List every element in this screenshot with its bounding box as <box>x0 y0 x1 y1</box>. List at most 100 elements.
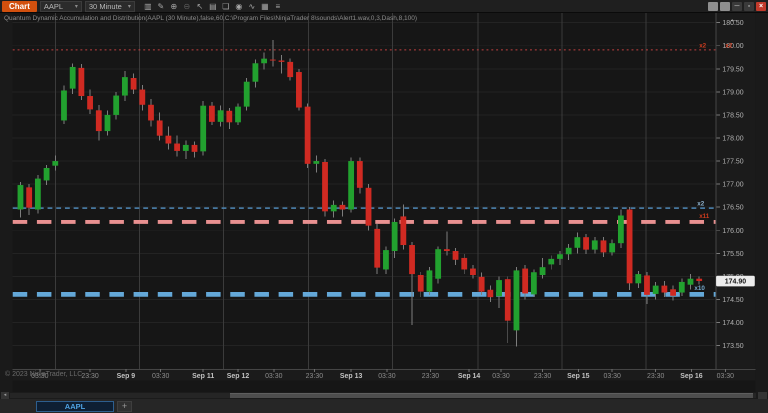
scrollbar-left-arrow-icon[interactable]: ◂ <box>1 392 9 399</box>
candle-body <box>261 58 268 64</box>
accumulation-zone-line-label: x10 <box>694 285 705 292</box>
candle-body <box>113 95 120 115</box>
window-controls: ─ ▫ × <box>708 1 766 11</box>
candle-body <box>470 268 476 276</box>
maximize-button[interactable]: ▫ <box>744 1 754 11</box>
close-button[interactable]: × <box>756 1 766 11</box>
candle-body <box>687 278 694 285</box>
candle-body <box>243 81 250 107</box>
candle-body <box>165 135 172 144</box>
candle-body <box>43 167 50 181</box>
candle-body <box>139 89 146 105</box>
instrument-selector[interactable]: AAPL ▾ <box>39 0 82 12</box>
candle-body <box>365 187 372 226</box>
candle-body <box>383 250 389 270</box>
zoom-in-icon[interactable]: ⊕ <box>170 1 178 11</box>
interval-link-button[interactable] <box>720 1 730 11</box>
candle-body <box>235 106 241 123</box>
time-tick-label: Sep 14 <box>458 373 481 380</box>
candle-body <box>34 178 41 210</box>
time-tick-label: Sep 15 <box>567 373 590 380</box>
candle-body <box>95 110 102 132</box>
price-tick-label: 176.00 <box>722 228 743 235</box>
candle-body <box>252 63 259 82</box>
candle-body <box>226 110 233 123</box>
add-tab-button[interactable]: + <box>117 400 132 412</box>
zoom-out-icon[interactable]: ⊖ <box>183 1 191 11</box>
candle-body <box>348 161 355 210</box>
chart-trader-collapse-arrow-icon[interactable]: ← <box>729 14 739 25</box>
candle-body <box>496 280 502 297</box>
scrollbar-right-button[interactable] <box>758 392 767 399</box>
candle-body <box>548 258 555 265</box>
candle-body <box>600 240 607 253</box>
candle-body <box>304 106 311 164</box>
interval-selector[interactable]: 30 Minute ▾ <box>84 0 135 12</box>
price-tick-label: 179.50 <box>722 66 743 73</box>
chart-area[interactable]: 180.50 180.00 179.50 179.00 178.50 178.00 177.… <box>0 13 768 392</box>
candle-body <box>539 267 546 276</box>
candle-body <box>52 161 59 166</box>
candle-body <box>217 110 224 122</box>
price-tick-label: 177.50 <box>722 159 743 166</box>
time-axis-background <box>12 368 756 381</box>
indicator-label: Quantum Dynamic Accumulation and Distrib… <box>4 15 418 22</box>
candle-body <box>635 274 642 284</box>
snapshot-icon[interactable]: ◉ <box>235 1 243 11</box>
time-tick-label: 03:30 <box>378 373 396 380</box>
data-series-icon[interactable]: ▥ <box>144 1 152 11</box>
toolbar-icons: ▥ ✎ ⊕ ⊖ ↖ ▤ ❏ ◉ ∿ ▦ ≡ <box>142 1 284 12</box>
candle-body <box>87 96 93 110</box>
chart-canvas[interactable]: 180.50 180.00 179.50 179.00 178.50 178.00 177.… <box>0 13 768 392</box>
candle-body <box>148 104 154 121</box>
candle-body <box>696 278 703 282</box>
chart-trader-icon[interactable]: ❏ <box>222 1 230 11</box>
candle-body <box>339 204 346 210</box>
alert-line-upper-label: x2 <box>699 42 706 49</box>
tab-bar: AAPL + <box>0 399 768 413</box>
candle-body <box>191 144 198 152</box>
price-tick-label: 174.50 <box>722 297 743 304</box>
candle-body <box>121 77 128 96</box>
candle-body <box>461 257 468 270</box>
time-tick-label: 03:30 <box>31 373 49 380</box>
instrument-link-button[interactable] <box>708 1 718 11</box>
candle-body <box>591 240 598 250</box>
scrollbar-thumb[interactable] <box>230 393 753 398</box>
candle-body <box>617 215 624 244</box>
time-tick-label: 23:30 <box>306 373 324 380</box>
candle-body <box>78 67 85 97</box>
tab-aapl[interactable]: AAPL <box>36 400 114 412</box>
candle-body <box>487 289 494 298</box>
candle-body <box>670 289 676 296</box>
ninjatrader-watermark: © 2023 NinjaTrader, LLC <box>5 371 83 378</box>
candle-body <box>443 249 450 252</box>
price-tick-label: 176.50 <box>722 205 743 212</box>
properties-icon[interactable]: ≡ <box>275 1 281 11</box>
candle-body <box>391 221 398 252</box>
chart-menu-button[interactable]: Chart <box>2 0 37 12</box>
chart-background <box>12 13 756 392</box>
minimize-button[interactable]: ─ <box>732 1 742 11</box>
candle-body <box>69 66 76 89</box>
time-tick-label: 23:30 <box>534 373 552 380</box>
candle-body <box>557 254 563 259</box>
candle-body <box>61 90 67 121</box>
report-icon[interactable]: ▤ <box>209 1 217 11</box>
candle-body <box>26 187 33 208</box>
interval-value: 30 Minute <box>88 1 122 11</box>
candle-body <box>626 209 633 284</box>
candle-body <box>435 249 442 279</box>
chart-type-icon[interactable]: ▦ <box>261 1 269 11</box>
candle-body <box>200 105 207 152</box>
cursor-icon[interactable]: ↖ <box>196 1 204 11</box>
candle-body <box>182 144 189 151</box>
time-tick-label: 03:30 <box>265 373 283 380</box>
candle-body <box>530 272 537 295</box>
indicators-icon[interactable]: ∿ <box>248 1 256 11</box>
time-tick-label: 03:30 <box>717 373 735 380</box>
candle-body <box>426 270 433 292</box>
drawing-tools-icon[interactable]: ✎ <box>157 1 165 11</box>
candle-body <box>513 270 520 331</box>
